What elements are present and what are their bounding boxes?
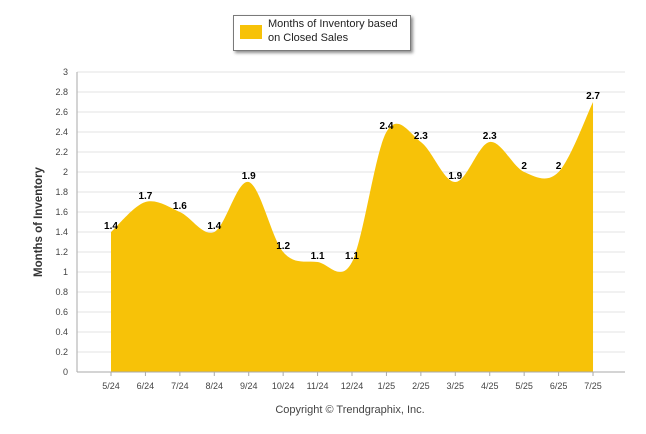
x-tick-label: 5/24 <box>102 381 120 391</box>
x-tick-label: 4/25 <box>481 381 499 391</box>
y-tick-label: 2.6 <box>55 107 68 117</box>
data-label: 1.1 <box>311 251 325 262</box>
data-label: 1.9 <box>242 171 256 182</box>
data-label: 2.3 <box>483 131 497 142</box>
x-tick-label: 6/25 <box>550 381 568 391</box>
x-tick-label: 5/25 <box>515 381 533 391</box>
legend: Months of Inventory based on Closed Sale… <box>233 15 411 51</box>
data-label: 1.6 <box>173 201 187 212</box>
y-tick-label: 1.4 <box>55 227 68 237</box>
x-tick-label: 6/24 <box>137 381 155 391</box>
x-tick-label: 12/24 <box>341 381 364 391</box>
x-tick-labels: 5/24 6/24 7/24 8/24 9/24 10/24 11/24 12/24 1/25 2… <box>102 372 602 391</box>
data-label: 1.7 <box>138 191 152 202</box>
y-tick-label: 2.8 <box>55 87 68 97</box>
x-tick-label: 8/24 <box>206 381 224 391</box>
axes <box>76 72 625 373</box>
y-tick-label: 1 <box>63 267 68 277</box>
data-label: 1.9 <box>448 171 462 182</box>
x-tick-label: 10/24 <box>272 381 295 391</box>
data-label: 2.7 <box>586 91 600 102</box>
x-tick-label: 1/25 <box>378 381 396 391</box>
data-label: 2 <box>521 161 527 172</box>
data-label: 1.1 <box>345 251 359 262</box>
y-tick-label: 0.6 <box>55 307 68 317</box>
data-label: 2.4 <box>379 121 393 132</box>
x-tick-label: 9/24 <box>240 381 258 391</box>
legend-swatch <box>240 25 262 39</box>
x-tick-label: 3/25 <box>447 381 465 391</box>
data-label: 1.4 <box>207 221 221 232</box>
x-tick-label: 7/24 <box>171 381 189 391</box>
x-tick-label: 11/24 <box>307 381 329 391</box>
y-axis-title: Months of Inventory <box>33 166 45 276</box>
y-tick-label: 0.8 <box>55 287 68 297</box>
data-label: 1.2 <box>276 241 290 252</box>
data-label: 1.4 <box>104 221 118 232</box>
data-labels: 1.4 1.7 1.6 1.4 1.9 1.2 1.1 1.1 2.4 2.3 1.9 2.3 2 2 2.… <box>104 91 600 262</box>
data-label: 2.3 <box>414 131 428 142</box>
x-tick-label: 2/25 <box>412 381 430 391</box>
y-tick-label: 1.2 <box>55 247 68 257</box>
y-tick-label: 1.6 <box>55 207 68 217</box>
y-tick-label: 3 <box>63 67 68 77</box>
y-tick-label: 0.4 <box>55 327 68 337</box>
y-tick-label: 2.2 <box>55 147 68 157</box>
y-tick-labels: 0 0.2 0.4 0.6 0.8 1 1.2 1.4 1.6 1.8 2 2.2 2.4 2.6 2.8 3 <box>55 67 68 377</box>
y-tick-label: 2 <box>63 167 68 177</box>
y-tick-label: 1.8 <box>55 187 68 197</box>
x-tick-label: 7/25 <box>584 381 602 391</box>
data-label: 2 <box>556 161 562 172</box>
y-tick-label: 2.4 <box>55 127 68 137</box>
data-area-series <box>111 102 594 372</box>
y-tick-label: 0.2 <box>55 347 68 357</box>
legend-label: Months of Inventory based on Closed Sale… <box>268 18 398 44</box>
copyright-text: Copyright © Trendgraphix, Inc. <box>275 404 424 416</box>
y-tick-label: 0 <box>63 367 68 377</box>
